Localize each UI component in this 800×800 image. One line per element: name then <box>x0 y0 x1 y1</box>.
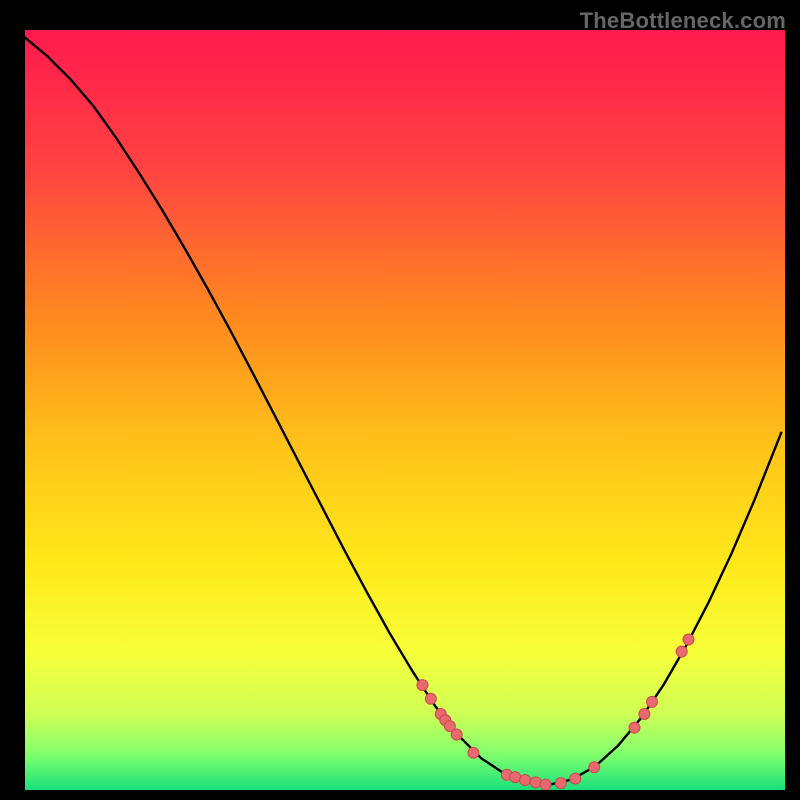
scatter-dot <box>555 778 566 789</box>
scatter-dot <box>629 722 640 733</box>
scatter-dot <box>425 693 436 704</box>
scatter-dot <box>520 775 531 786</box>
scatter-dot <box>468 747 479 758</box>
chart-background <box>25 30 785 790</box>
scatter-dot <box>451 729 462 740</box>
scatter-dot <box>510 772 521 783</box>
watermark-text: TheBottleneck.com <box>580 8 786 34</box>
scatter-dot <box>570 773 581 784</box>
scatter-dot <box>530 777 541 788</box>
scatter-dot <box>540 779 551 790</box>
chart-svg <box>25 30 785 790</box>
scatter-dot <box>589 762 600 773</box>
chart-plot <box>25 30 785 790</box>
scatter-dot <box>417 680 428 691</box>
scatter-dot <box>683 634 694 645</box>
scatter-dot <box>639 709 650 720</box>
scatter-dot <box>676 646 687 657</box>
scatter-dot <box>647 696 658 707</box>
